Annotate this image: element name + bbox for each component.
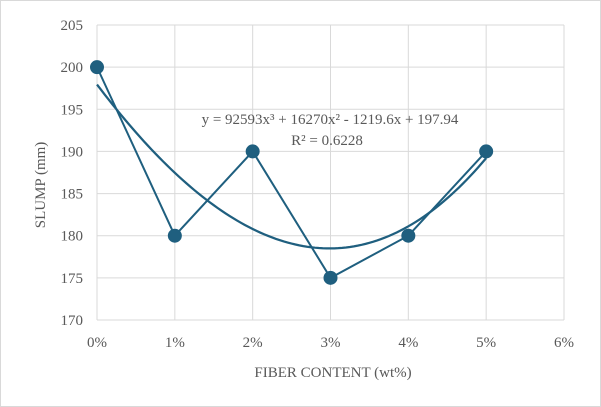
x-tick-label: 6% <box>554 335 574 351</box>
y-tick-labels: 170 175 180 185 190 195 200 205 <box>61 18 84 329</box>
trendline-equation: y = 92593x³ + 16270x² - 1219.6x + 197.94 <box>202 112 459 128</box>
data-point <box>245 144 260 159</box>
x-tick-label: 2% <box>243 335 263 351</box>
x-tick-label: 5% <box>476 335 496 351</box>
y-tick-label: 195 <box>61 102 84 118</box>
x-tick-label: 0% <box>87 335 107 351</box>
x-tick-labels: 0% 1% 2% 3% 4% 5% 6% <box>87 335 574 351</box>
y-tick-label: 170 <box>61 313 84 329</box>
data-point <box>479 144 494 159</box>
x-tick-label: 3% <box>321 335 341 351</box>
x-tick-label: 4% <box>398 335 418 351</box>
y-tick-label: 180 <box>61 229 84 245</box>
data-point <box>90 60 104 75</box>
data-point <box>323 270 338 285</box>
x-tick-label: 1% <box>165 335 185 351</box>
data-markers <box>90 60 494 285</box>
y-tick-label: 190 <box>61 144 84 160</box>
data-point <box>401 228 416 243</box>
y-tick-label: 205 <box>61 18 84 34</box>
polynomial-trendline <box>96 83 488 250</box>
y-axis-title: SLUMP (mm) <box>33 142 49 229</box>
y-tick-label: 200 <box>61 60 84 76</box>
x-axis-title: FIBER CONTENT (wt%) <box>254 365 411 381</box>
trendline-r-squared: R² = 0.6228 <box>291 133 363 149</box>
y-tick-label: 175 <box>61 271 84 287</box>
series-line <box>96 66 487 280</box>
data-point <box>167 228 182 243</box>
y-tick-label: 185 <box>61 187 84 203</box>
